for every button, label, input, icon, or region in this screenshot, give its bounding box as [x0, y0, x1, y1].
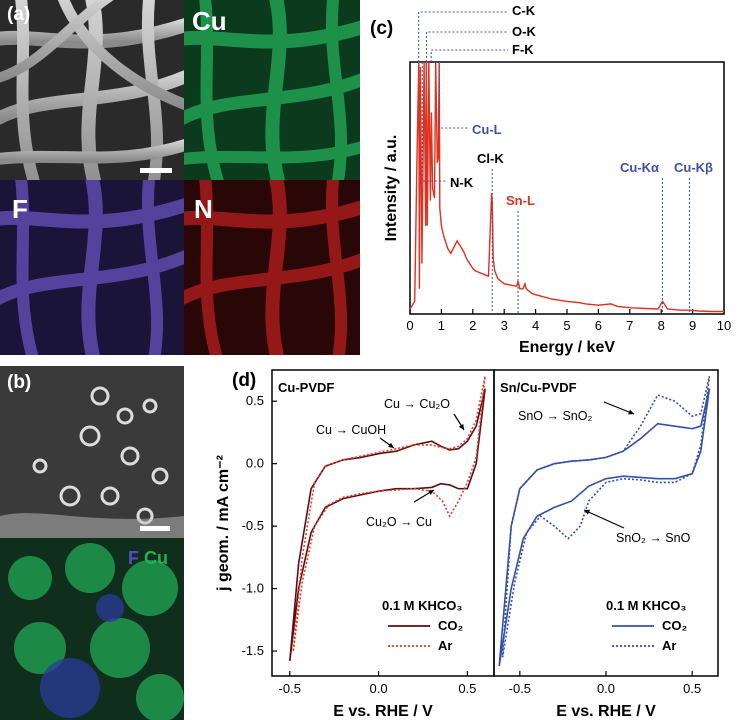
annotation-label-7: Cu-Kα: [620, 160, 659, 175]
sem-image-fibers: [0, 0, 184, 180]
x-tick-label-2: 2: [469, 318, 476, 333]
f-map-label: F: [12, 194, 28, 224]
subplot-0-legend-label-1: Ar: [438, 638, 452, 653]
annotation-arrow-right-1: [583, 509, 625, 529]
panel-b-sem: (b): [0, 366, 184, 538]
annotation-left-2: Cu₂O → Cu: [366, 515, 432, 529]
annotation-right-1: SnO₂ → SnO: [616, 531, 691, 545]
overlay-cu-label: Cu: [144, 548, 169, 568]
annotation-leader-1: [425, 31, 508, 62]
panel-a-sem: (a): [0, 0, 184, 180]
subplot-1-electrolyte: 0.1 M KHCO₃: [606, 598, 686, 613]
cross-section-map-image: [0, 538, 184, 720]
subplot-1-x-axis-title: E vs. RHE / V: [556, 703, 656, 720]
y-tick-label-4: -1.5: [242, 643, 264, 658]
x-axis-title: Energy / keV: [519, 339, 615, 356]
y-tick-label-1: 0.0: [246, 456, 264, 471]
annotation-label-0: C-K: [512, 3, 536, 18]
panel-label-b: (b): [7, 372, 32, 393]
panel-b-map: F Cu: [0, 538, 184, 720]
panel-label-d: (d): [232, 370, 257, 391]
subplot-1-title: Sn/Cu-PVDF: [500, 380, 577, 395]
subplot-1-x-tick-label-0: -0.5: [509, 681, 531, 696]
x-tick-label-8: 8: [658, 318, 665, 333]
subplot-0-title: Cu-PVDF: [278, 380, 334, 395]
annotation-label-5: Cl-K: [477, 151, 504, 166]
subplot-0-x-axis-title: E vs. RHE / V: [333, 703, 433, 720]
x-tick-label-4: 4: [532, 318, 539, 333]
annotation-arrowhead-left-0: [458, 424, 464, 430]
panel-a-f-map: F: [0, 180, 184, 355]
subplot-1-x-tick-label-2: 0.5: [683, 681, 701, 696]
cu-map-image: [184, 0, 360, 180]
x-tick-label-3: 3: [501, 318, 508, 333]
subplot-0-legend-label-0: CO₂: [438, 618, 464, 633]
y-tick-label-0: 0.5: [246, 393, 264, 408]
annotation-right-0: SnO → SnO₂: [518, 409, 592, 423]
panel-label-a: (a): [7, 4, 31, 25]
x-tick-label-5: 5: [563, 318, 570, 333]
subplot-0-x-tick-label-0: -0.5: [279, 681, 301, 696]
subplot-0-electrolyte: 0.1 M KHCO₃: [382, 598, 462, 613]
subplot-0-x-tick-label-1: 0.0: [370, 681, 388, 696]
subplot-1-series-1: [501, 376, 711, 658]
spectrum-line: [409, 61, 724, 313]
x-tick-label-10: 10: [717, 318, 731, 333]
panel-a-cu-map: Cu: [184, 0, 360, 180]
subplot-0-series-1: [292, 376, 486, 652]
annotation-left-0: Cu → Cu₂O: [384, 397, 450, 411]
subplot-1-series-0: [498, 388, 711, 667]
annotation-arrowhead-left-2: [428, 490, 434, 495]
subplot-1-legend-label-1: Ar: [662, 638, 676, 653]
annotation-label-6: Sn-L: [506, 193, 535, 208]
y-axis-title: j geom. / mA cm⁻²: [215, 455, 232, 592]
annotation-label-8: Cu-Kβ: [674, 160, 713, 175]
cross-section-sem-image: [0, 366, 184, 538]
annotation-arrowhead-right-1: [584, 509, 590, 515]
annotation-arrowhead-left-1: [388, 442, 394, 448]
panel-a-n-map: N: [184, 180, 360, 355]
n-map-image: [184, 180, 360, 355]
n-map-label: N: [194, 194, 213, 224]
subplot-0-x-tick-label-2: 0.5: [458, 681, 476, 696]
x-tick-label-7: 7: [626, 318, 633, 333]
y-axis-title: Intensity / a.u.: [383, 135, 400, 242]
annotation-left-1: Cu → CuOH: [316, 423, 386, 437]
cu-map-label: Cu: [192, 6, 227, 36]
annotation-label-4: N-K: [450, 175, 474, 190]
annotation-leader-0: [418, 11, 508, 62]
edx-spectrum-chart: 0 1 2 3 4 5 6 7 8 9 10 Energy / keV Intensity / a.u.…: [383, 3, 731, 356]
annotation-leader-2: [430, 49, 508, 62]
subplot-0-series-0: [289, 388, 486, 662]
f-map-image: [0, 180, 184, 355]
subplot-1-x-tick-label-1: 0.0: [597, 681, 615, 696]
y-tick-label-2: -0.5: [242, 518, 264, 533]
subplot-1-legend-label-0: CO₂: [662, 618, 688, 633]
y-tick-label-3: -1.0: [242, 581, 264, 596]
annotation-label-1: O-K: [512, 24, 536, 39]
cyclic-voltammetry-chart: 0.5 0.0 -0.5 -1.0 -1.5 j geom. / mA cm⁻² -0.5 0…: [215, 369, 719, 720]
x-tick-label-9: 9: [689, 318, 696, 333]
annotation-label-2: F-K: [512, 42, 534, 57]
x-tick-label-0: 0: [406, 318, 413, 333]
panel-label-c: (c): [370, 18, 394, 39]
x-tick-label-6: 6: [595, 318, 602, 333]
annotation-label-3: Cu-L: [472, 122, 502, 137]
overlay-f-label: F: [128, 548, 139, 568]
x-tick-label-1: 1: [438, 318, 445, 333]
annotation-leader-3: [438, 62, 468, 129]
